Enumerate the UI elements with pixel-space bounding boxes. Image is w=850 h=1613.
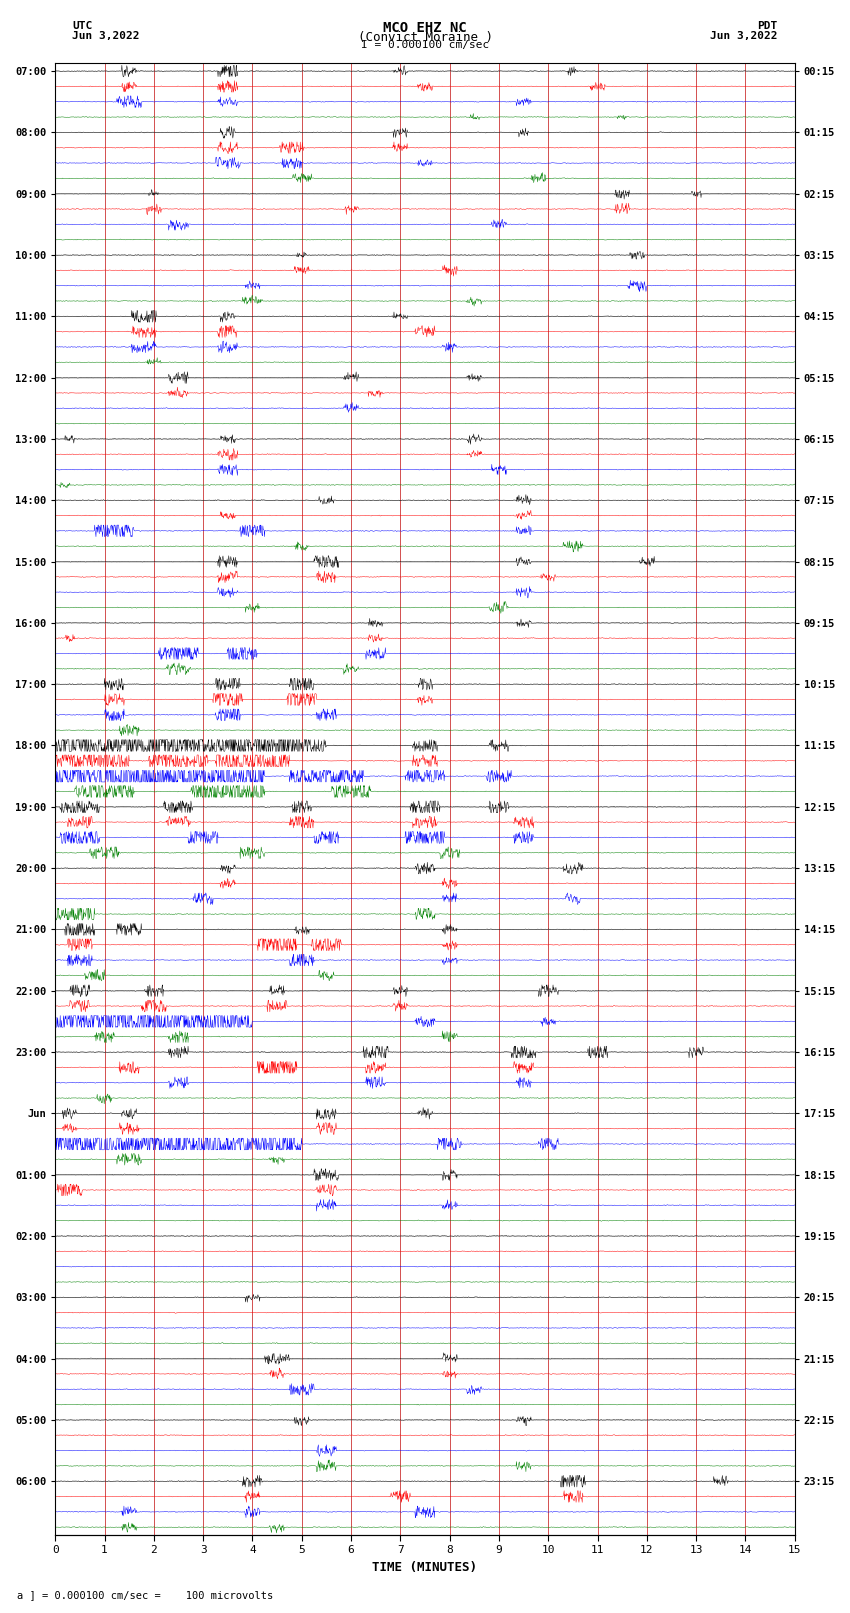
Text: I = 0.000100 cm/sec: I = 0.000100 cm/sec	[361, 40, 489, 50]
Text: Jun 3,2022: Jun 3,2022	[711, 31, 778, 40]
Text: MCO EHZ NC: MCO EHZ NC	[383, 21, 467, 35]
Text: (Convict Moraine ): (Convict Moraine )	[358, 31, 492, 44]
Text: UTC: UTC	[72, 21, 93, 31]
X-axis label: TIME (MINUTES): TIME (MINUTES)	[372, 1561, 478, 1574]
Text: Jun 3,2022: Jun 3,2022	[72, 31, 139, 40]
Text: PDT: PDT	[757, 21, 778, 31]
Text: a ] = 0.000100 cm/sec =    100 microvolts: a ] = 0.000100 cm/sec = 100 microvolts	[17, 1590, 273, 1600]
